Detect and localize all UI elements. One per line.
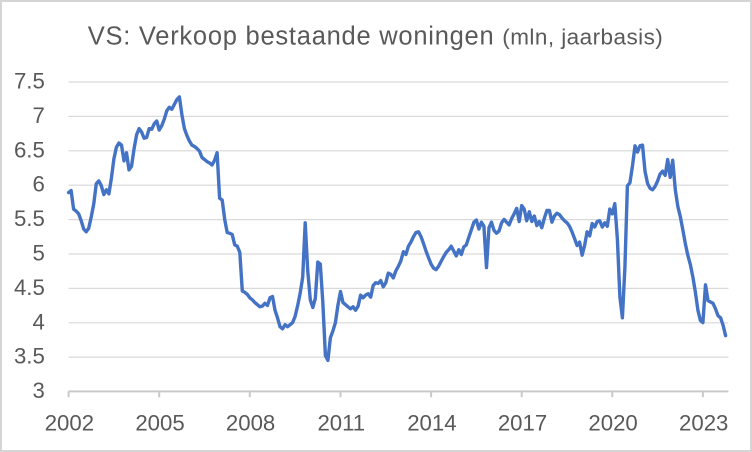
svg-text:2014: 2014 [407,411,456,436]
svg-text:4: 4 [32,309,44,334]
svg-text:7.5: 7.5 [14,69,45,94]
svg-text:2023: 2023 [679,411,728,436]
svg-text:3: 3 [32,378,44,403]
svg-text:VS: Verkoop bestaande woningen: VS: Verkoop bestaande woningen (mln, jaa… [88,23,664,51]
svg-text:3.5: 3.5 [14,344,45,369]
svg-text:2017: 2017 [498,411,547,436]
svg-text:2008: 2008 [226,411,275,436]
svg-text:2002: 2002 [45,411,94,436]
svg-text:5.5: 5.5 [14,206,45,231]
svg-text:2020: 2020 [588,411,637,436]
svg-text:7: 7 [32,103,44,128]
svg-text:2011: 2011 [317,411,365,436]
svg-text:6.5: 6.5 [14,137,45,162]
svg-text:4.5: 4.5 [14,275,45,300]
svg-text:2005: 2005 [135,411,184,436]
svg-text:6: 6 [32,172,44,197]
svg-text:5: 5 [32,241,44,266]
